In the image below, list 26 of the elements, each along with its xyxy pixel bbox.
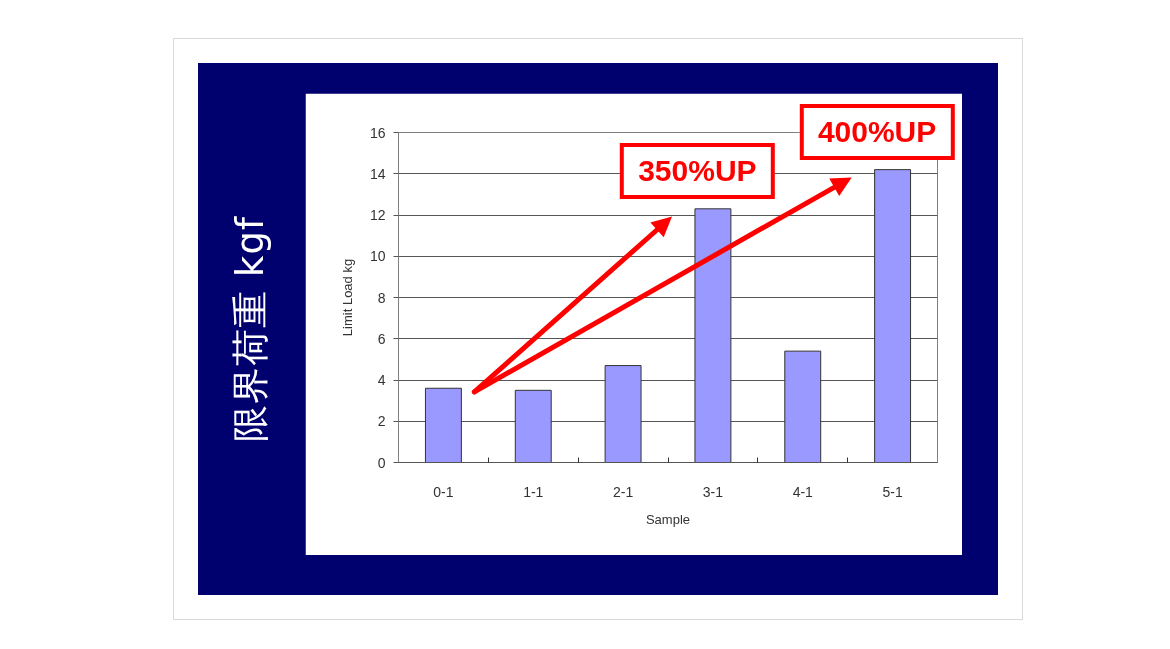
y-tick-label: 4 [377,372,386,388]
bar [874,169,912,463]
y-tick-label: 6 [377,330,386,347]
bar [784,350,822,463]
x-tick-label: 0-1 [433,483,454,500]
y-tick-label: 2 [377,413,386,430]
x-tick-label: 2-1 [612,483,634,500]
x-tick-label: 5-1 [882,483,903,500]
y-tick-label: 0 [377,454,386,471]
y-tick-label: 8 [377,289,386,306]
bar [604,365,642,463]
text: 限界荷重 kgf [228,216,274,442]
x-tick-label: 4-1 [792,483,814,500]
y-tick-label: 10 [369,248,386,265]
bar [514,389,552,463]
annotation: 350%UP [620,143,775,200]
x-tick-label: 1-1 [523,483,544,500]
y-axis-title: Limit Load kg [339,258,355,337]
annotation: 400%UP [799,104,955,161]
bar [424,387,462,463]
x-axis-title: Sample [645,511,691,527]
y-tick-label: 14 [369,165,386,182]
bar [694,208,732,463]
y-tick-label: 12 [369,207,386,223]
y-tick-label: 16 [369,124,386,141]
x-tick-label: 3-1 [702,483,724,500]
